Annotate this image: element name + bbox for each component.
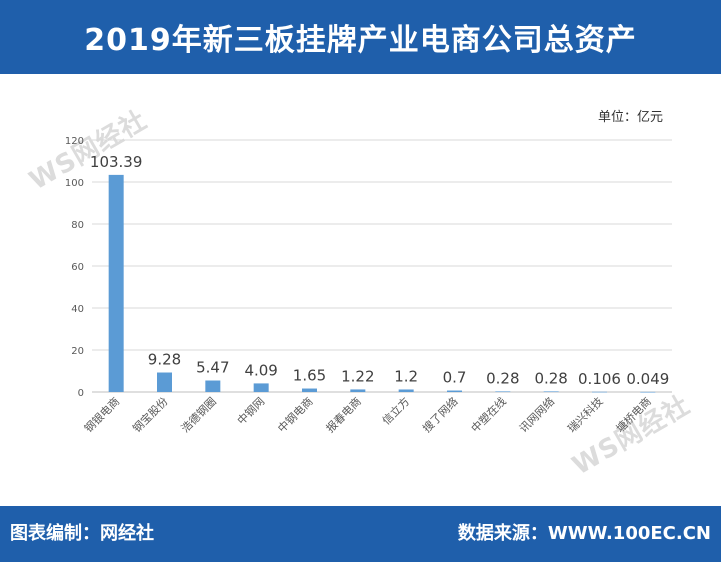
x-tick-label-6: 信立方 — [379, 394, 412, 427]
bar-8 — [495, 391, 511, 393]
footer-source: 数据来源：WWW.100EC.CN — [457, 523, 711, 544]
bar-10 — [592, 391, 607, 393]
x-tick-label-2: 浩德钢圈 — [178, 394, 219, 435]
bar-value-label-3: 4.09 — [244, 361, 277, 379]
bar-value-label-6: 1.2 — [394, 367, 418, 385]
bar-2 — [205, 380, 221, 392]
grid-layer — [92, 139, 672, 393]
bar-4 — [302, 388, 317, 392]
bar-value-label-8: 0.28 — [486, 369, 519, 387]
bar-9 — [543, 391, 559, 393]
bar-value-label-4: 1.65 — [293, 367, 326, 385]
y-tick-label-5: 100 — [65, 178, 84, 189]
bar-value-label-10: 0.106 — [578, 370, 621, 388]
title-bar: 2019年新三板挂牌产业电商公司总资产 — [0, 0, 721, 74]
y-tick-label-4: 80 — [71, 220, 84, 231]
bar-7 — [447, 390, 462, 392]
page-title: 2019年新三板挂牌产业电商公司总资产 — [84, 23, 637, 58]
bar-value-label-1: 9.28 — [148, 351, 181, 369]
y-tick-label-3: 60 — [71, 262, 84, 273]
bar-0 — [108, 174, 124, 392]
bar-value-label-5: 1.22 — [341, 367, 374, 385]
labels-layer: 0 20 40 60 80 100 120 103.39 钢银电商 9.28 钢宝股份 5.47 浩德钢… — [65, 136, 669, 435]
x-tick-label-10: 瑞兴科技 — [565, 394, 606, 435]
y-tick-label-2: 40 — [71, 304, 84, 315]
bar-value-label-7: 0.7 — [443, 369, 467, 387]
bar-1 — [157, 372, 172, 392]
bar-5 — [350, 389, 366, 392]
x-tick-label-4: 中钢电商 — [275, 394, 316, 435]
x-tick-label-3: 中钢网 — [235, 395, 268, 428]
x-tick-label-1: 钢宝股份 — [130, 394, 171, 435]
bars-layer — [108, 174, 656, 393]
bar-value-label-11: 0.049 — [626, 370, 669, 388]
x-tick-label-9: 讯网网络 — [516, 394, 557, 435]
y-tick-label-6: 120 — [65, 136, 84, 147]
x-tick-label-11: 塘桥电商 — [613, 394, 654, 435]
x-tick-label-7: 搜了网络 — [420, 394, 461, 435]
x-tick-label-0: 钢银电商 — [81, 394, 122, 435]
bar-3 — [253, 383, 269, 392]
bar-value-label-9: 0.28 — [534, 369, 567, 387]
bar-11 — [640, 391, 656, 393]
x-tick-label-5: 报春电商 — [323, 394, 364, 435]
y-tick-label-0: 0 — [78, 388, 84, 399]
x-tick-label-8: 中塑在线 — [468, 394, 509, 435]
footer-bar: 图表编制：网经社 数据来源：WWW.100EC.CN — [0, 506, 721, 562]
footer-credit: 图表编制：网经社 — [10, 523, 154, 544]
bar-value-label-2: 5.47 — [196, 359, 229, 377]
bar-value-label-0: 103.39 — [90, 153, 143, 171]
unit-label: 单位：亿元 — [598, 110, 664, 125]
bar-6 — [398, 389, 414, 392]
y-tick-label-1: 20 — [71, 346, 84, 357]
